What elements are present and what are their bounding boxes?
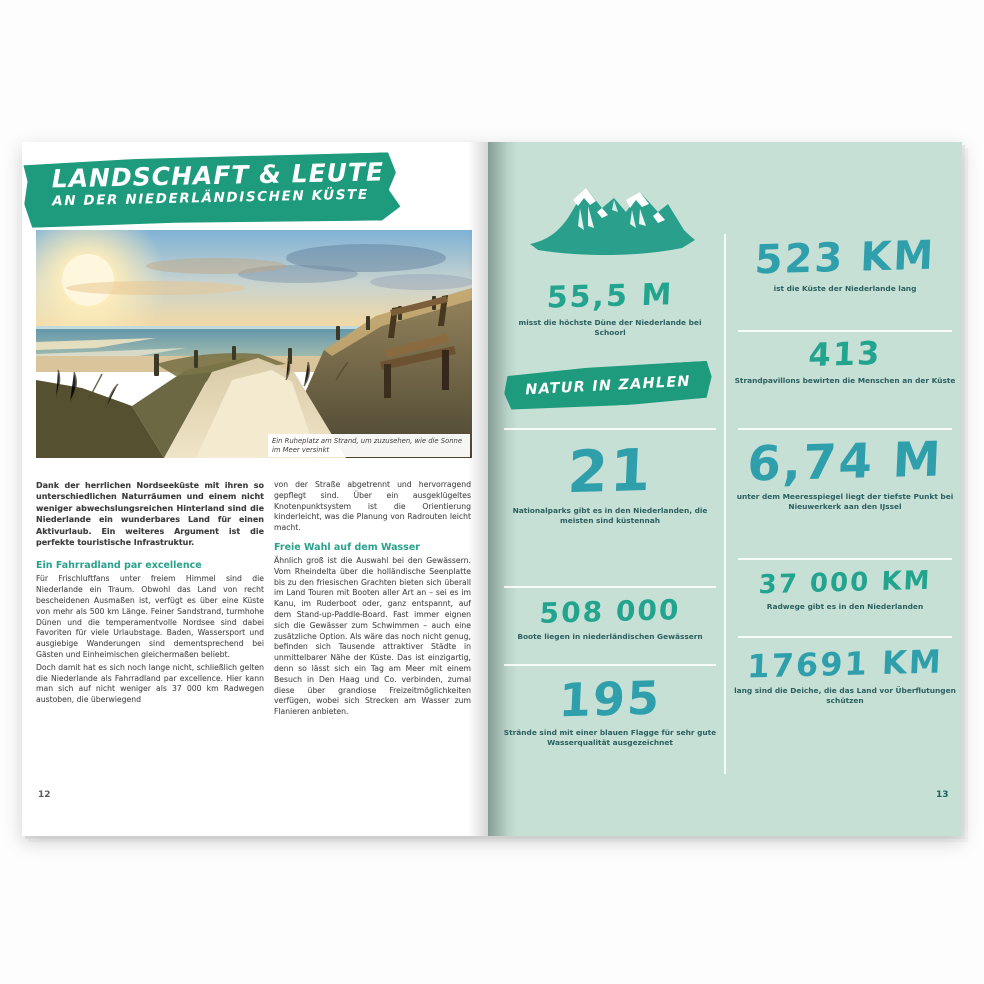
left-page: LANDSCHAFT & LEUTE AN DER NIEDERLÄNDISCH… <box>22 142 488 836</box>
section-heading-cycling: Ein Fahrradland par excellence <box>36 560 202 572</box>
row-divider <box>738 636 952 638</box>
stat-caption: ist die Küste der Niederlande lang <box>773 284 917 293</box>
page-number-right: 13 <box>936 790 949 800</box>
body-paragraph: von der Straße abgetrennt und hervorrage… <box>274 480 471 533</box>
row-divider <box>504 428 716 430</box>
photo-caption: Ein Ruheplatz am Strand, um zuzusehen, w… <box>268 434 470 458</box>
row-divider <box>738 330 952 332</box>
page-gutter-shade <box>488 142 518 836</box>
stat-boats: 508 000 Boote liegen in niederländischen… <box>500 593 720 642</box>
stat-blue-flag-beaches: 195 Strände sind mit einer blauen Flagge… <box>500 670 720 747</box>
stat-value: 523 KM <box>753 232 937 284</box>
stat-dikes-length: 17691 KM lang sind die Deiche, die das L… <box>728 642 962 705</box>
stat-value: 195 <box>557 670 663 728</box>
open-book: LANDSCHAFT & LEUTE AN DER NIEDERLÄNDISCH… <box>22 142 962 836</box>
body-paragraph: Ähnlich groß ist die Auswahl bei den Gew… <box>274 555 471 717</box>
stat-cycle-paths: 37 000 KM Radwege gibt es in den Niederl… <box>728 565 962 612</box>
stat-caption: misst die höchste Düne der Niederlande b… <box>518 318 702 337</box>
intro-paragraph: Dank der herrlichen Nordseeküste mit ihr… <box>36 481 264 548</box>
stat-caption: Radwege gibt es in den Niederlanden <box>766 602 924 611</box>
stat-value: 21 <box>566 435 654 507</box>
mountain-icon <box>528 182 696 256</box>
stat-value: 55,5 M <box>545 277 675 316</box>
stat-value: 37 000 KM <box>757 565 933 601</box>
stat-caption: unter dem Meeresspiegel liegt der tiefst… <box>736 492 954 511</box>
stat-caption: Strandpavillons bewirten die Menschen an… <box>734 376 956 385</box>
natur-in-zahlen-banner: NATUR IN ZAHLEN <box>503 361 713 412</box>
section-heading-water: Freie Wahl auf dem Wasser <box>274 541 420 553</box>
stat-beach-pavilions: 413 Strandpavillons bewirten die Mensche… <box>728 334 962 386</box>
row-divider <box>504 664 716 666</box>
stat-caption: Nationalparks gibt es in den Niederlande… <box>512 506 708 525</box>
text-column-1: Dank der herrlichen Nordseeküste mit ihr… <box>36 480 264 808</box>
stat-caption: Boote liegen in niederländischen Gewässe… <box>517 632 703 641</box>
stat-caption: Strände sind mit einer blauen Flagge für… <box>503 728 717 747</box>
bench-silhouette <box>380 295 456 398</box>
stat-value: 508 000 <box>538 593 682 630</box>
row-divider <box>738 428 952 430</box>
row-divider <box>504 586 716 588</box>
page-number-left: 12 <box>38 790 51 800</box>
column-divider <box>724 234 726 774</box>
right-page: NATUR IN ZAHLEN 55,5 M misst die höchste… <box>488 142 962 836</box>
text-column-2: von der Straße abgetrennt und hervorrage… <box>274 480 471 808</box>
stat-caption: lang sind die Deiche, die das Land vor Ü… <box>734 686 956 705</box>
stat-value: 17691 KM <box>746 642 944 686</box>
stat-national-parks: 21 Nationalparks gibt es in den Niederla… <box>510 435 710 525</box>
beach-sunset-illustration <box>36 230 472 458</box>
body-paragraph: Für Frischluftfans unter freiem Himmel s… <box>36 574 264 660</box>
body-paragraph: Doch damit hat es sich noch lange nicht,… <box>36 662 264 705</box>
chapter-banner: LANDSCHAFT & LEUTE AN DER NIEDERLÄNDISCH… <box>23 152 400 228</box>
beach-sunset-photo <box>36 230 472 458</box>
stat-lowest-point: 6,74 M unter dem Meeresspiegel liegt der… <box>728 431 962 511</box>
stat-coast-length: 523 KM ist die Küste der Niederlande lan… <box>728 232 962 294</box>
stat-highest-dune: 55,5 M misst die höchste Düne der Nieder… <box>510 277 710 337</box>
stat-value: 413 <box>807 334 883 374</box>
row-divider <box>738 558 952 560</box>
natur-in-zahlen-label: NATUR IN ZAHLEN <box>524 373 692 399</box>
stat-value: 6,74 M <box>746 431 944 493</box>
